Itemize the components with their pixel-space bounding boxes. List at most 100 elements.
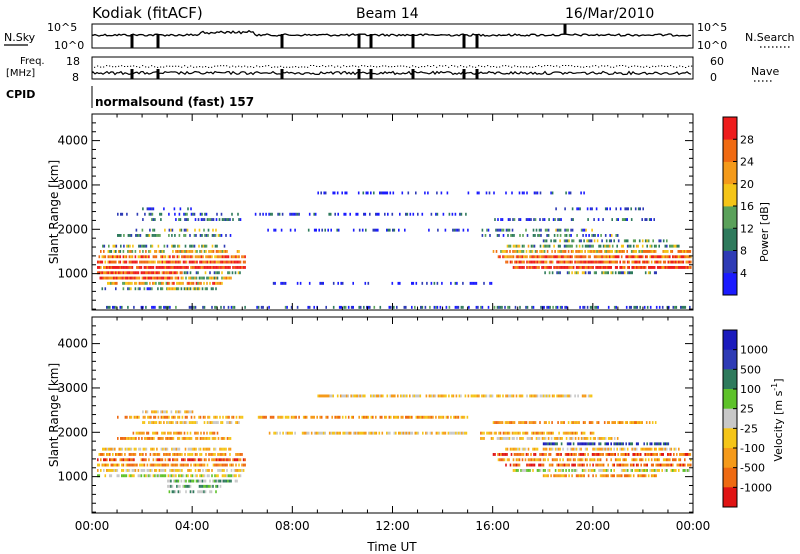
velocity-cell	[567, 421, 570, 424]
velocity-cell	[221, 463, 224, 467]
power-cell	[162, 276, 165, 280]
velocity-cell	[386, 394, 389, 398]
nave-dot	[202, 66, 204, 68]
velocity-cell	[179, 410, 182, 414]
power-cell	[196, 250, 198, 253]
power-cell	[151, 218, 153, 221]
velocity-cell	[604, 447, 606, 451]
velocity-cell	[193, 421, 195, 424]
power-cell	[179, 228, 181, 232]
velocity-cell	[604, 474, 606, 478]
velocity-cell	[584, 394, 587, 398]
velocity-cell	[205, 469, 207, 472]
power-cell	[662, 266, 665, 269]
power-cell	[584, 250, 586, 253]
velocity-cell	[356, 394, 358, 398]
power-cell	[170, 271, 173, 275]
velocity-cell	[633, 421, 636, 424]
power-cell	[140, 260, 143, 264]
velocity-cell	[610, 458, 612, 462]
power-cell	[108, 276, 111, 280]
velocity-cell	[571, 469, 573, 472]
power-cell	[203, 305, 206, 309]
velocity-cell	[569, 447, 572, 451]
power-cell	[547, 244, 549, 248]
velocity-cell	[176, 469, 179, 472]
nave-dot	[271, 66, 273, 68]
power-cell	[621, 250, 624, 253]
power-cell	[221, 250, 224, 253]
velocity-cell	[402, 431, 405, 435]
power-cell	[514, 266, 516, 269]
velocity-cell	[616, 458, 618, 462]
power-cell	[536, 250, 538, 253]
power-cell	[125, 266, 128, 269]
nave-dot	[592, 65, 594, 67]
velocity-cell	[639, 453, 642, 456]
velocity-cell	[582, 453, 585, 456]
power-cell	[202, 260, 204, 264]
velocity-cell	[518, 421, 520, 424]
power-cell	[293, 212, 296, 216]
velocity-cell	[652, 463, 654, 467]
velocity-cell	[113, 463, 116, 467]
nave-dot	[424, 66, 426, 68]
velocity-cell	[379, 415, 382, 419]
velocity-cell	[106, 453, 108, 456]
velocity-cell	[538, 437, 541, 440]
velocity-cell	[284, 415, 287, 419]
power-cell	[185, 287, 187, 291]
power-cell	[215, 228, 217, 232]
nave-dot	[178, 65, 180, 67]
velocity-cell	[213, 431, 216, 435]
power-cell	[525, 250, 528, 253]
power-cell	[571, 266, 573, 269]
power-cell	[644, 255, 647, 259]
velocity-cell	[121, 474, 123, 478]
power-cell	[148, 260, 150, 264]
velocity-cell	[343, 431, 346, 435]
power-cell	[634, 255, 636, 259]
velocity-cell	[579, 453, 582, 456]
power-cell	[218, 218, 221, 221]
power-cell	[551, 191, 554, 195]
power-cell	[536, 260, 539, 264]
velocity-cell	[209, 421, 212, 424]
velocity-cell	[564, 453, 567, 456]
velocity-cell	[216, 479, 219, 483]
velocity-cell	[610, 442, 612, 446]
velocity-cell	[557, 469, 560, 472]
power-cell	[332, 191, 334, 195]
power-cell	[369, 305, 371, 309]
velocity-cell	[211, 474, 213, 478]
velocity-cell	[583, 463, 585, 467]
power-cell	[215, 255, 218, 259]
nave-dot	[520, 66, 522, 68]
power-cell	[409, 212, 412, 216]
power-cell	[581, 244, 584, 248]
nave-dot	[94, 66, 96, 68]
velocity-cell	[455, 431, 457, 435]
velocity-cell	[179, 469, 182, 472]
power-cell	[155, 250, 158, 253]
power-cell	[688, 255, 691, 259]
velocity-cell	[583, 474, 585, 478]
velocity-cell	[561, 421, 564, 424]
velocity-cell	[139, 463, 141, 467]
power-cell	[636, 305, 638, 309]
velocity-cell	[98, 453, 101, 456]
velocity-cell	[128, 463, 131, 467]
power-cell	[224, 218, 227, 221]
power-cell	[614, 260, 617, 264]
power-cell	[455, 228, 457, 232]
power-cell	[421, 305, 424, 309]
velocity-cell	[200, 490, 202, 494]
power-colorbar-swatch	[723, 250, 737, 274]
power-cell	[131, 281, 133, 285]
power-cell	[178, 218, 180, 221]
velocity-cell	[568, 469, 570, 472]
power-cell	[103, 244, 106, 248]
power-cell	[662, 260, 665, 264]
power-cell	[518, 250, 520, 253]
